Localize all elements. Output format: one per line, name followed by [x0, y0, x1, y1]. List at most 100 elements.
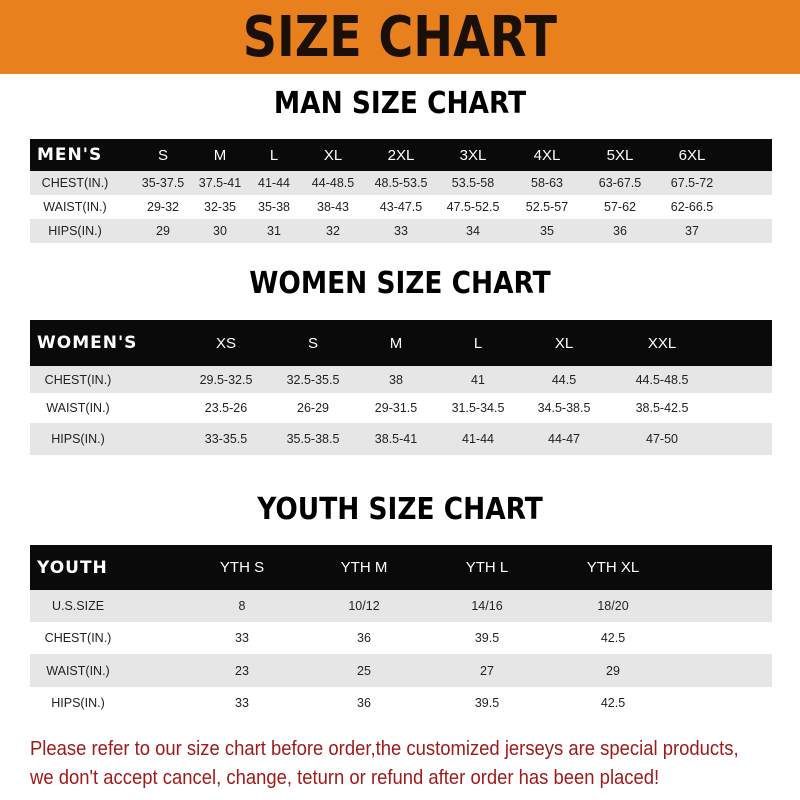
measurement-cell: 25 — [357, 663, 371, 678]
row-label: HIPS(IN.) — [48, 224, 102, 238]
measurement-cell: 67.5-72 — [670, 176, 714, 190]
measurement-cell: 34.5-38.5 — [537, 401, 591, 415]
measurement-cell: 14/16 — [471, 599, 503, 613]
men-section-title: MAN SIZE CHART — [273, 86, 527, 121]
measurement-cell: 35-38 — [258, 200, 290, 214]
measurement-cell: 36 — [357, 695, 371, 710]
measurement-cell: 29-32 — [147, 200, 179, 214]
measurement-cell: 38.5-41 — [374, 432, 418, 446]
table-title-cell: YOUTH — [37, 557, 108, 578]
women-section-title: WOMEN SIZE CHART — [249, 266, 551, 301]
table-row: HIPS(IN.) 29 30 31 32 33 34 35 36 37 — [30, 219, 772, 243]
size-header-cell: XL — [323, 146, 343, 164]
measurement-cell: 42.5 — [600, 631, 626, 645]
measurement-cell: 36 — [357, 631, 371, 645]
size-header-cell: S — [157, 146, 169, 164]
row-label: WAIST(IN.) — [43, 200, 107, 214]
youth-size-table: YOUTH YTH S YTH M YTH L YTH XL U.S.SIZE 8 10/12… — [30, 545, 772, 718]
measurement-cell: 38 — [389, 372, 403, 387]
measurement-cell: 35 — [540, 224, 554, 238]
measurement-cell: 29.5-32.5 — [199, 372, 253, 387]
measurement-cell: 52.5-57 — [525, 200, 569, 214]
size-header-cell: YTH S — [219, 559, 265, 576]
measurement-cell: 29-31.5 — [374, 401, 418, 415]
measurement-cell: 8 — [238, 599, 246, 613]
table-header-row: WOMEN'S XS S M L XL XXL — [30, 320, 772, 366]
measurement-cell: 57-62 — [604, 200, 636, 214]
measurement-cell: 10/12 — [348, 599, 380, 613]
measurement-cell: 32-35 — [204, 200, 236, 214]
size-header-cell: XS — [215, 334, 237, 352]
size-header-cell: L — [269, 146, 279, 164]
measurement-cell: 36 — [613, 224, 627, 238]
table-row: CHEST(IN.) 33 36 39.5 42.5 — [30, 622, 772, 654]
measurement-cell: 33 — [235, 631, 249, 645]
size-header-cell: 3XL — [459, 146, 487, 164]
table-row: HIPS(IN.) 33-35.5 35.5-38.5 38.5-41 41-44 44-… — [30, 423, 772, 455]
measurement-cell: 47-50 — [646, 432, 678, 446]
measurement-cell: 29 — [606, 663, 620, 678]
row-label: U.S.SIZE — [51, 599, 105, 613]
row-label: CHEST(IN.) — [44, 372, 112, 387]
size-header-cell: 6XL — [678, 146, 706, 164]
table-header-row: MEN'S S M L XL 2XL 3XL 4XL 5XL 6XL — [30, 139, 772, 171]
row-label: CHEST(IN.) — [44, 631, 112, 645]
measurement-cell: 48.5-53.5 — [374, 176, 428, 190]
measurement-cell: 32 — [326, 224, 340, 238]
measurement-cell: 34 — [466, 224, 480, 238]
measurement-cell: 31 — [267, 224, 281, 238]
measurement-cell: 35-37.5 — [141, 176, 185, 190]
measurement-cell: 23.5-26 — [204, 401, 248, 415]
row-label: HIPS(IN.) — [51, 695, 105, 710]
table-row: WAIST(IN.) 29-32 32-35 35-38 38-43 43-47.5 47.… — [30, 195, 772, 219]
size-header-cell: 2XL — [387, 146, 415, 164]
size-header-cell: YTH XL — [586, 559, 640, 576]
size-header-cell: 4XL — [533, 146, 561, 164]
row-label: WAIST(IN.) — [46, 401, 110, 415]
size-header-cell: S — [307, 334, 319, 352]
measurement-cell: 43-47.5 — [379, 200, 423, 214]
row-label: CHEST(IN.) — [41, 176, 109, 190]
size-header-cell: M — [389, 334, 403, 352]
measurement-cell: 44.5-48.5 — [635, 372, 689, 387]
size-header-cell: 5XL — [606, 146, 634, 164]
measurement-cell: 33 — [394, 224, 408, 238]
measurement-cell: 18/20 — [597, 599, 629, 613]
notice-line-2: we don't accept cancel, change, teturn o… — [30, 766, 660, 789]
measurement-cell: 30 — [213, 224, 227, 238]
measurement-cell: 44-47 — [548, 432, 580, 446]
size-chart-banner: SIZE CHART — [0, 0, 800, 74]
measurement-cell: 26-29 — [297, 401, 329, 415]
size-header-cell: XXL — [647, 334, 677, 352]
youth-section-title: YOUTH SIZE CHART — [257, 492, 543, 527]
row-label: WAIST(IN.) — [46, 663, 110, 678]
women-size-table: WOMEN'S XS S M L XL XXL CHEST(IN.) 29.5-32.5 32.5… — [30, 320, 772, 455]
table-row: WAIST(IN.) 23.5-26 26-29 29-31.5 31.5-34.5 34… — [30, 393, 772, 423]
table-title-cell: WOMEN'S — [37, 333, 138, 353]
page-title: SIZE CHART — [242, 4, 558, 70]
measurement-cell: 63-67.5 — [598, 176, 642, 190]
measurement-cell: 38-43 — [317, 200, 349, 214]
measurement-cell: 27 — [480, 663, 494, 678]
measurement-cell: 41-44 — [462, 432, 494, 446]
measurement-cell: 58-63 — [531, 176, 563, 190]
table-row: U.S.SIZE 8 10/12 14/16 18/20 — [30, 590, 772, 622]
measurement-cell: 41-44 — [258, 176, 290, 190]
table-row: WAIST(IN.) 23 25 27 29 — [30, 654, 772, 687]
measurement-cell: 37 — [685, 224, 699, 238]
measurement-cell: 37.5-41 — [198, 176, 242, 190]
table-row: CHEST(IN.) 35-37.5 37.5-41 41-44 44-48.5 48.5… — [30, 171, 772, 195]
measurement-cell: 44-48.5 — [311, 176, 355, 190]
measurement-cell: 38.5-42.5 — [635, 401, 689, 415]
size-header-cell: YTH L — [465, 559, 509, 576]
men-size-table: MEN'S S M L XL 2XL 3XL 4XL 5XL 6XL CHEST(IN.) 35-37… — [30, 139, 772, 243]
row-label: HIPS(IN.) — [51, 432, 105, 446]
table-title-cell: MEN'S — [37, 145, 103, 165]
measurement-cell: 42.5 — [600, 695, 626, 710]
measurement-cell: 23 — [235, 663, 249, 678]
notice-line-1: Please refer to our size chart before or… — [30, 737, 739, 760]
size-header-cell: L — [473, 334, 483, 352]
order-notice: Please refer to our size chart before or… — [30, 734, 791, 792]
size-header-cell: YTH M — [340, 559, 388, 576]
measurement-cell: 44.5 — [551, 372, 577, 387]
